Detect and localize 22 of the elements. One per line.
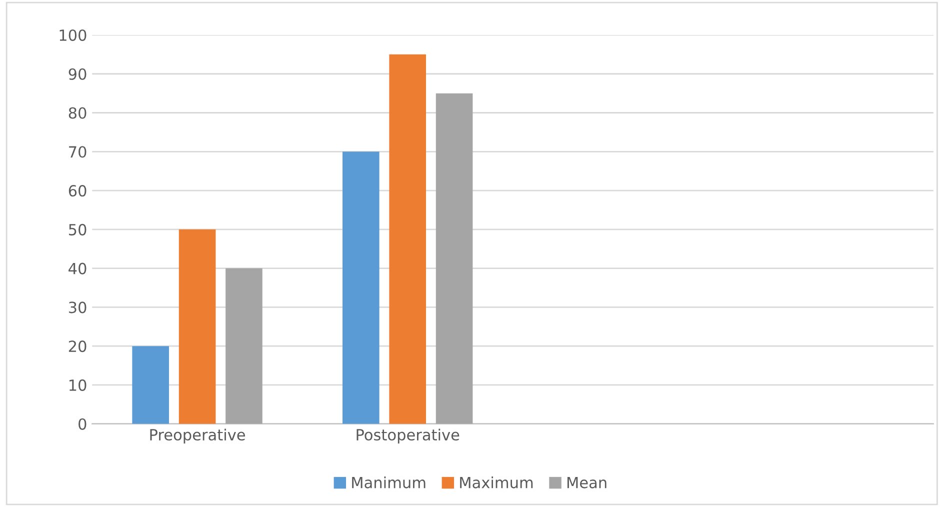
bar	[342, 152, 380, 424]
y-tick-label: 20	[68, 340, 86, 352]
y-tick-label: 40	[68, 262, 86, 274]
y-tick-label: 70	[69, 146, 86, 158]
y-tick-label: 80	[68, 107, 86, 119]
y-tick-label: 100	[60, 29, 86, 42]
bar	[436, 93, 473, 424]
y-tick-label: 90	[68, 68, 86, 80]
y-tick-label: 60	[68, 184, 86, 197]
legend-label: Mean	[567, 476, 606, 488]
bar	[132, 346, 169, 424]
legend-label: Manimum	[352, 476, 426, 488]
bar	[178, 229, 216, 424]
y-tick-label: 0	[78, 418, 86, 430]
bar	[389, 54, 426, 424]
x-tick-label: Preoperative	[150, 428, 245, 444]
x-tick-label: Postoperative	[356, 428, 460, 444]
bar	[226, 268, 262, 424]
legend-label: Maximum	[460, 476, 533, 488]
y-tick-label: 10	[69, 379, 86, 391]
y-tick-label: 30	[68, 302, 86, 314]
y-tick-label: 50	[68, 224, 86, 236]
